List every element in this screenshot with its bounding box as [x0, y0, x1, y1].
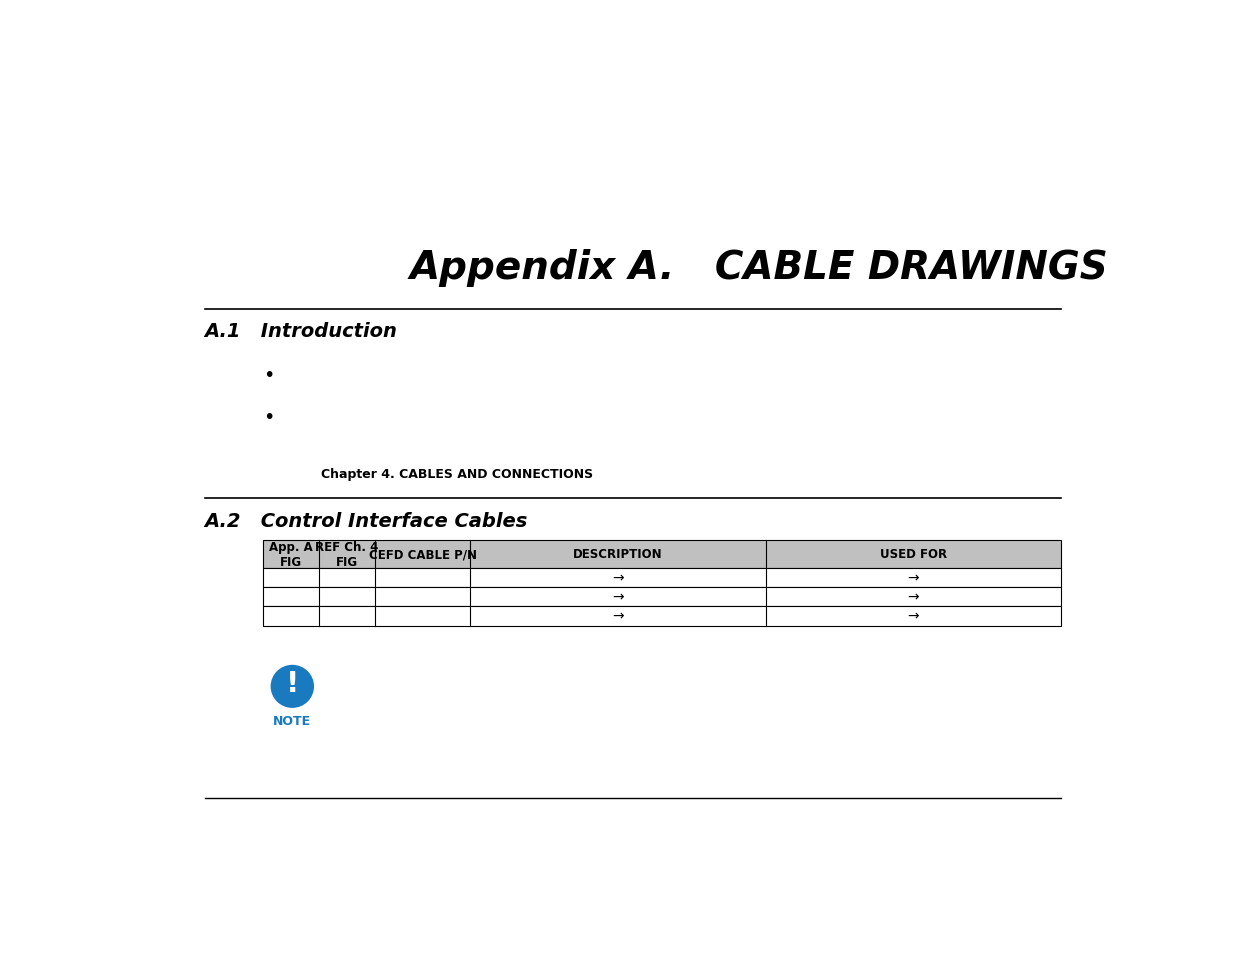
- Bar: [263, 568, 1061, 587]
- Text: CEFD CABLE P/N: CEFD CABLE P/N: [368, 548, 477, 560]
- Text: →: →: [908, 590, 919, 604]
- Text: →: →: [908, 571, 919, 585]
- Bar: [263, 587, 1061, 607]
- Text: •: •: [263, 408, 274, 427]
- Text: •: •: [263, 366, 274, 385]
- Text: App. A
FIG: App. A FIG: [269, 540, 312, 568]
- Text: !: !: [285, 670, 299, 698]
- Text: NOTE: NOTE: [273, 715, 311, 727]
- Text: DESCRIPTION: DESCRIPTION: [573, 548, 663, 560]
- Text: →: →: [613, 571, 624, 585]
- Text: USED FOR: USED FOR: [879, 548, 947, 560]
- Text: →: →: [613, 609, 624, 623]
- Text: Appendix A.   CABLE DRAWINGS: Appendix A. CABLE DRAWINGS: [410, 249, 1108, 287]
- Text: A.1   Introduction: A.1 Introduction: [205, 321, 398, 340]
- Circle shape: [270, 665, 314, 708]
- Text: A.2   Control Interface Cables: A.2 Control Interface Cables: [205, 511, 529, 530]
- Text: REF Ch. 4
FIG: REF Ch. 4 FIG: [315, 540, 378, 568]
- Text: Chapter 4. CABLES AND CONNECTIONS: Chapter 4. CABLES AND CONNECTIONS: [321, 468, 593, 481]
- Bar: [263, 540, 1061, 568]
- Bar: [263, 607, 1061, 626]
- Text: →: →: [613, 590, 624, 604]
- Text: →: →: [908, 609, 919, 623]
